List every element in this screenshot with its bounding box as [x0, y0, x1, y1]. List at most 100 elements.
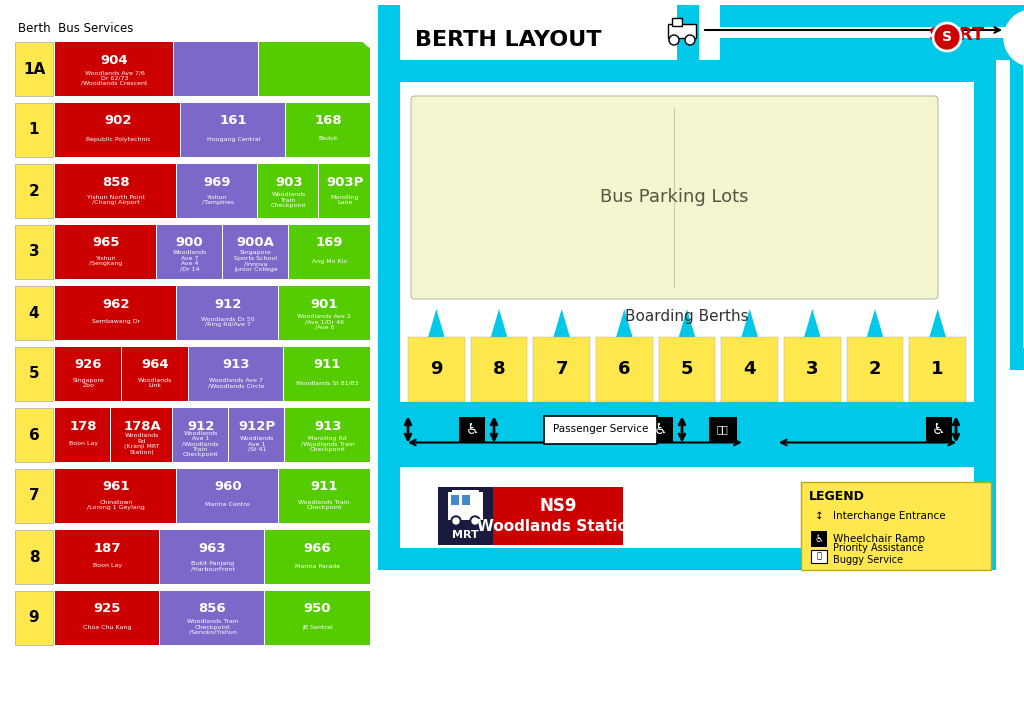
Text: 178A: 178A — [123, 420, 161, 433]
Bar — [286, 103, 370, 157]
Text: 913: 913 — [314, 420, 341, 433]
Text: 965: 965 — [92, 236, 120, 249]
Text: Woodlands
Rd
(Kranji MRT
Station): Woodlands Rd (Kranji MRT Station) — [124, 433, 160, 455]
Bar — [55, 42, 173, 96]
Text: 169: 169 — [315, 236, 343, 249]
Bar — [55, 530, 159, 584]
Text: Yishun
/Tampines: Yishun /Tampines — [202, 195, 233, 205]
Text: NS9: NS9 — [540, 497, 577, 515]
Text: 4: 4 — [29, 306, 39, 321]
Circle shape — [685, 35, 695, 45]
Bar — [784, 337, 841, 402]
Text: 969: 969 — [204, 175, 231, 188]
Bar — [400, 402, 974, 467]
Text: Woodlands
Ave 7
Ave 4
/Dr 14: Woodlands Ave 7 Ave 4 /Dr 14 — [172, 250, 207, 272]
Text: 902: 902 — [104, 115, 132, 128]
Bar — [459, 417, 485, 443]
Text: ♿: ♿ — [653, 422, 667, 437]
Text: Marsiling
Lane: Marsiling Lane — [331, 195, 358, 205]
Text: 913: 913 — [222, 358, 250, 371]
Bar — [699, 5, 720, 60]
Text: Bedok: Bedok — [318, 136, 338, 141]
Text: 3: 3 — [806, 360, 818, 379]
Bar — [400, 5, 480, 60]
Bar — [15, 42, 53, 96]
Text: Wheelchair Ramp: Wheelchair Ramp — [833, 534, 925, 544]
Bar — [55, 347, 121, 401]
Bar — [177, 164, 257, 218]
Polygon shape — [597, 309, 651, 402]
Bar — [801, 482, 991, 570]
Bar — [122, 347, 187, 401]
Text: 903: 903 — [274, 175, 302, 188]
Text: ♿: ♿ — [815, 534, 823, 544]
Polygon shape — [659, 309, 715, 402]
Text: Interchange Entrance: Interchange Entrance — [833, 511, 945, 521]
Text: 168: 168 — [314, 115, 342, 128]
Bar — [709, 417, 736, 443]
Bar — [378, 60, 996, 570]
Text: LEGEND: LEGEND — [809, 490, 865, 503]
Bar — [289, 225, 370, 279]
Text: Choa Chu Kang: Choa Chu Kang — [83, 624, 132, 629]
Bar — [265, 591, 370, 645]
Text: Woodlands Station: Woodlands Station — [477, 519, 639, 534]
Bar — [15, 103, 53, 157]
Text: JB Sentral: JB Sentral — [302, 624, 333, 629]
Bar — [493, 487, 623, 545]
Text: 926: 926 — [75, 358, 102, 371]
Text: 5: 5 — [681, 360, 693, 379]
Bar — [279, 469, 370, 523]
Text: 6: 6 — [618, 360, 631, 379]
Text: Yishun North Point
/Changi Airport: Yishun North Point /Changi Airport — [87, 195, 145, 205]
Text: 3: 3 — [29, 244, 39, 260]
Text: 8: 8 — [29, 549, 39, 565]
Bar — [177, 469, 278, 523]
Text: 900A: 900A — [237, 236, 274, 249]
Bar — [471, 337, 527, 402]
Text: Chinatown
/Lorong 1 Geylang: Chinatown /Lorong 1 Geylang — [87, 500, 144, 510]
Text: 912P: 912P — [239, 420, 275, 433]
Text: 161: 161 — [220, 115, 247, 128]
Circle shape — [472, 518, 478, 524]
Bar — [596, 337, 652, 402]
Text: 856: 856 — [199, 603, 226, 616]
Text: Marina Centre: Marina Centre — [206, 503, 250, 508]
Text: Woodlands
Train
Checkpoint: Woodlands Train Checkpoint — [271, 192, 306, 208]
Bar — [647, 417, 673, 443]
Bar — [449, 492, 483, 520]
Text: 6: 6 — [29, 428, 39, 443]
Bar — [55, 286, 176, 340]
Text: Singapore
Sports School
/Innova
Junior College: Singapore Sports School /Innova Junior C… — [233, 250, 278, 272]
Circle shape — [470, 516, 480, 526]
Text: SMRT: SMRT — [929, 26, 985, 44]
Bar — [55, 408, 111, 462]
Bar — [926, 417, 952, 443]
Text: 🚗: 🚗 — [816, 552, 821, 560]
Bar — [157, 225, 221, 279]
Bar — [55, 591, 159, 645]
Bar — [15, 591, 53, 645]
Text: 911: 911 — [310, 480, 338, 493]
Polygon shape — [472, 309, 526, 402]
Bar — [451, 495, 459, 505]
Text: 901: 901 — [310, 298, 338, 311]
Text: 7: 7 — [29, 489, 39, 503]
Bar — [160, 530, 264, 584]
Circle shape — [933, 23, 961, 51]
Text: Woodlands Ave 7
/Woodlands Circle: Woodlands Ave 7 /Woodlands Circle — [208, 378, 264, 388]
Text: Boon Lay: Boon Lay — [69, 441, 97, 446]
Bar — [55, 164, 176, 218]
Bar — [258, 164, 318, 218]
Text: 960: 960 — [214, 480, 242, 493]
Bar — [174, 42, 258, 96]
Text: 912: 912 — [187, 420, 214, 433]
Text: 966: 966 — [304, 541, 332, 554]
Text: BERTH LAYOUT: BERTH LAYOUT — [415, 30, 601, 50]
Text: 858: 858 — [102, 175, 130, 188]
Text: Republic Polytechnic: Republic Polytechnic — [86, 136, 151, 141]
Bar — [672, 18, 682, 26]
Polygon shape — [722, 309, 777, 402]
Text: Marina Parade: Marina Parade — [295, 564, 340, 568]
Bar — [544, 415, 657, 443]
